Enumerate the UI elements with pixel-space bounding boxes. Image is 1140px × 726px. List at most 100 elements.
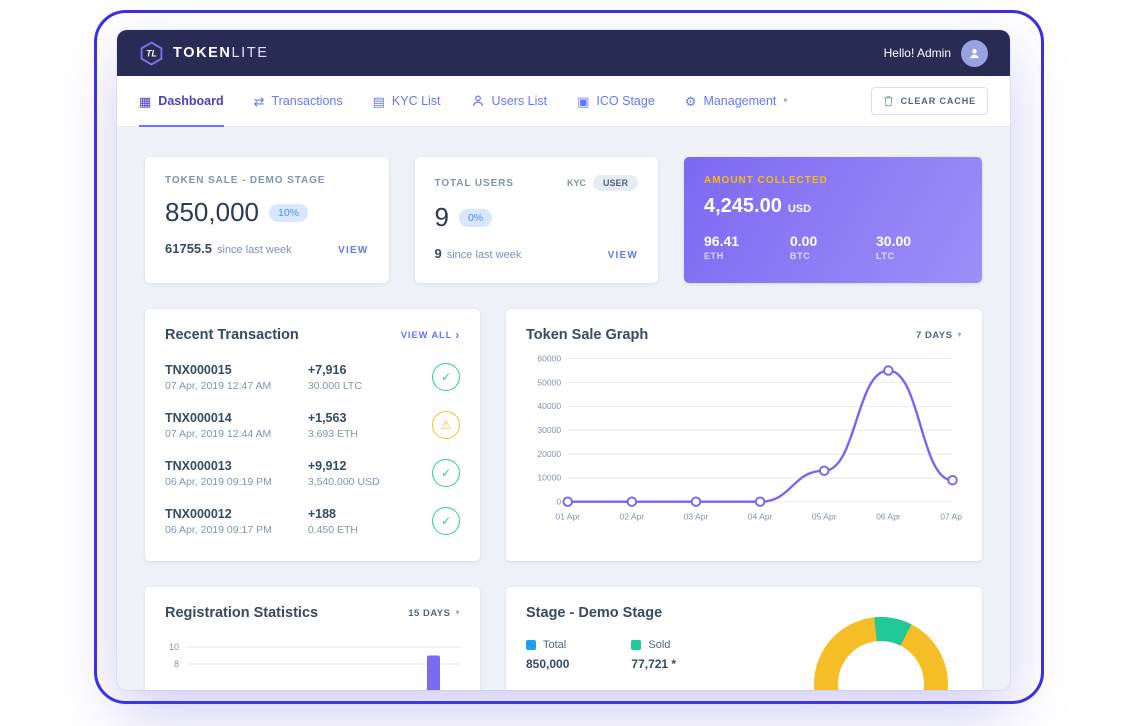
stage-box-icon: ▣ (577, 93, 590, 109)
transaction-row[interactable]: TNX000015 07 Apr, 2019 12:47 AM +7,916 3… (165, 353, 460, 401)
svg-text:04 Apr: 04 Apr (748, 512, 773, 522)
brand-name: TOKENLITE (173, 45, 269, 61)
dashboard-window: TL TOKENLITE Hello! Admin ▦ Dashboard ⇄ … (117, 30, 1010, 690)
period-selector-15days[interactable]: 15 DAYS ▾ (408, 608, 460, 619)
total-users-delta-value: 9 (434, 246, 442, 261)
token-sale-delta-row: 61755.5 since last week VIEW (165, 241, 369, 256)
svg-text:8: 8 (174, 659, 179, 669)
registration-statistics-head: Registration Statistics 15 DAYS ▾ (165, 605, 460, 621)
token-sale-graph-head: Token Sale Graph 7 DAYS ▾ (526, 327, 962, 343)
status-check-icon: ✓ (432, 507, 460, 535)
transaction-date: 06 Apr, 2019 09:19 PM (165, 475, 272, 488)
legend-sold: Sold 77,721 * (631, 639, 676, 671)
svg-text:20000: 20000 (537, 449, 561, 459)
stage-demo-head: Stage - Demo Stage (526, 605, 962, 621)
transaction-id: TNX000014 (165, 410, 232, 425)
period-label: 7 DAYS (916, 329, 953, 341)
transaction-amount: +1,563 (307, 410, 347, 425)
svg-text:03 Apr: 03 Apr (684, 512, 709, 522)
amount-ltc-unit: LTC (876, 251, 895, 261)
tokenlite-logo-icon: TL (140, 40, 163, 66)
view-all-link[interactable]: VIEW ALL › (401, 329, 460, 341)
legend-sold-value: 77,721 * (631, 657, 677, 671)
clear-cache-button[interactable]: CLEAR CACHE (870, 87, 988, 115)
brand-primary: TOKEN (173, 45, 232, 61)
stats-row: TOKEN SALE - DEMO STAGE 850,000 10% 6175… (145, 157, 982, 283)
total-users-delta-row: 9 since last week VIEW (435, 246, 639, 261)
nav-item-users-list[interactable]: Users List (471, 76, 547, 126)
toggle-user[interactable]: USER (592, 175, 638, 191)
svg-text:02 Apr: 02 Apr (620, 512, 645, 522)
token-sale-title: TOKEN SALE - DEMO STAGE (165, 175, 326, 186)
amount-collected-title: AMOUNT COLLECTED (704, 175, 828, 186)
stage-legend: Total 850,000 Sold 77,721 * (526, 639, 962, 671)
token-sale-badge: 10% (268, 203, 308, 222)
toggle-kyc[interactable]: KYC (566, 178, 586, 188)
token-sale-value: 850,000 (165, 197, 259, 227)
avatar[interactable] (961, 39, 988, 67)
token-sale-delta-value: 61755.5 (165, 241, 212, 256)
nav-item-kyc-list[interactable]: ▤ KYC List (373, 76, 441, 126)
transaction-value: 3,540.000 USD (307, 475, 380, 488)
total-users-view-link[interactable]: VIEW (607, 250, 638, 261)
svg-text:10000: 10000 (537, 473, 561, 483)
amount-collected-value-row: 4,245.00 USD (704, 195, 962, 218)
greeting-text: Hello! Admin (883, 46, 951, 60)
user-icon (970, 48, 979, 58)
transaction-row[interactable]: TNX000012 06 Apr, 2019 09:17 PM +188 0.4… (165, 497, 460, 545)
transaction-row[interactable]: TNX000014 07 Apr, 2019 12:44 AM +1,563 3… (165, 401, 460, 449)
check-glyph: ✓ (440, 514, 452, 528)
registration-statistics-card: Registration Statistics 15 DAYS ▾ 10 8 (145, 587, 480, 690)
token-sale-delta-label: since last week (217, 244, 292, 256)
token-sale-value-row: 850,000 10% (165, 197, 369, 228)
nav-item-management[interactable]: ⚙ Management ▾ (685, 76, 788, 126)
transaction-date: 06 Apr, 2019 09:17 PM (165, 523, 272, 536)
legend-total-label: Total (543, 639, 567, 651)
bottom-row: Registration Statistics 15 DAYS ▾ 10 8 St… (145, 587, 982, 690)
nav-label-management: Management (703, 94, 777, 108)
amount-ltc-value: 30.00 (876, 233, 912, 249)
token-sale-graph-card: Token Sale Graph 7 DAYS ▾ 0 10000 20000 300… (506, 309, 982, 561)
check-glyph: ✓ (440, 466, 452, 480)
svg-text:07 Apr: 07 Apr (940, 512, 962, 522)
total-users-badge: 0% (458, 208, 493, 227)
token-sale-view-link[interactable]: VIEW (338, 245, 369, 256)
svg-text:0: 0 (556, 497, 561, 507)
nav-label-dashboard: Dashboard (158, 94, 224, 108)
nav-item-dashboard[interactable]: ▦ Dashboard (139, 76, 224, 127)
period-selector-7days[interactable]: 7 DAYS ▾ (916, 330, 962, 341)
total-users-card: TOTAL USERS KYC USER 9 0% 9 since last w… (414, 157, 658, 283)
amount-eth: 96.41 ETH (704, 233, 790, 261)
nav-item-transactions[interactable]: ⇄ Transactions (254, 76, 343, 126)
kyc-user-toggle: KYC USER (567, 175, 638, 191)
list-icon: ▤ (372, 93, 385, 109)
total-users-value: 9 (434, 202, 449, 232)
amount-btc-value: 0.00 (790, 233, 818, 249)
chevron-down-icon: ▾ (957, 330, 962, 339)
transaction-row[interactable]: TNX000013 06 Apr, 2019 09:19 PM +9,912 3… (165, 449, 460, 497)
recent-transactions-title: Recent Transaction (165, 327, 299, 343)
svg-text:60000: 60000 (537, 353, 561, 363)
svg-text:10: 10 (169, 642, 179, 652)
amount-eth-unit: ETH (704, 251, 724, 261)
total-users-value-row: 9 0% (435, 202, 639, 233)
users-icon (472, 95, 483, 107)
legend-total-swatch (526, 640, 536, 650)
chevron-down-icon: ▾ (783, 96, 788, 105)
stage-donut-chart (814, 617, 948, 690)
brand[interactable]: TL TOKENLITE (139, 40, 269, 66)
transaction-amount: +9,912 (307, 458, 347, 473)
transactions-arrows-icon: ⇄ (253, 93, 265, 109)
amount-collected-value: 4,245.00 (704, 195, 782, 217)
nav-item-ico-stage[interactable]: ▣ ICO Stage (577, 76, 655, 126)
token-sale-graph-title: Token Sale Graph (526, 327, 649, 343)
svg-text:TL: TL (146, 48, 157, 58)
transaction-date: 07 Apr, 2019 12:47 AM (165, 379, 272, 392)
svg-text:50000: 50000 (537, 377, 561, 387)
clear-cache-label: CLEAR CACHE (900, 96, 976, 106)
status-check-icon: ✓ (432, 459, 460, 487)
transaction-amount: +7,916 (307, 362, 347, 377)
amount-collected-currency: USD (787, 203, 812, 215)
token-sale-card: TOKEN SALE - DEMO STAGE 850,000 10% 6175… (145, 157, 389, 283)
transaction-id: TNX000015 (165, 362, 232, 377)
